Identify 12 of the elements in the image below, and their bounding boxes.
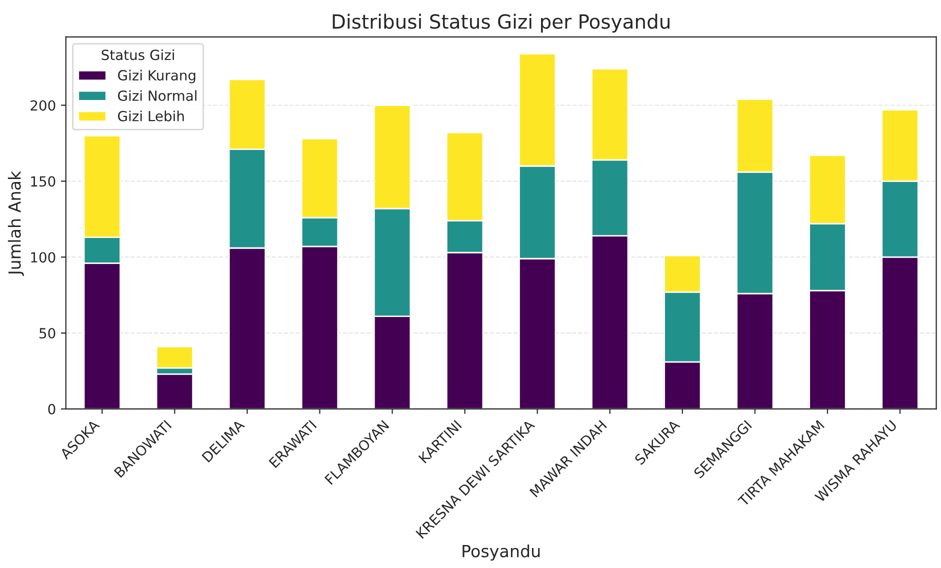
y-tick-label: 0 [48,404,56,414]
chart-title: Distribusi Status Gizi per Posyandu [332,14,670,33]
y-tick-label: 150 [31,176,56,187]
y-axis-title: Jumlah Anak [8,170,24,276]
legend-title: Status Gizi [102,49,174,60]
legend-label: Gizi Lebih [118,110,184,122]
y-tick-label: 100 [31,252,56,263]
y-tick-label: 200 [30,100,56,111]
legend-label: Gizi Normal [118,90,196,101]
y-tick-label: 50 [40,328,56,339]
x-axis-title: Posyandu [462,544,540,561]
legend-label: Gizi Kurang [118,70,196,84]
